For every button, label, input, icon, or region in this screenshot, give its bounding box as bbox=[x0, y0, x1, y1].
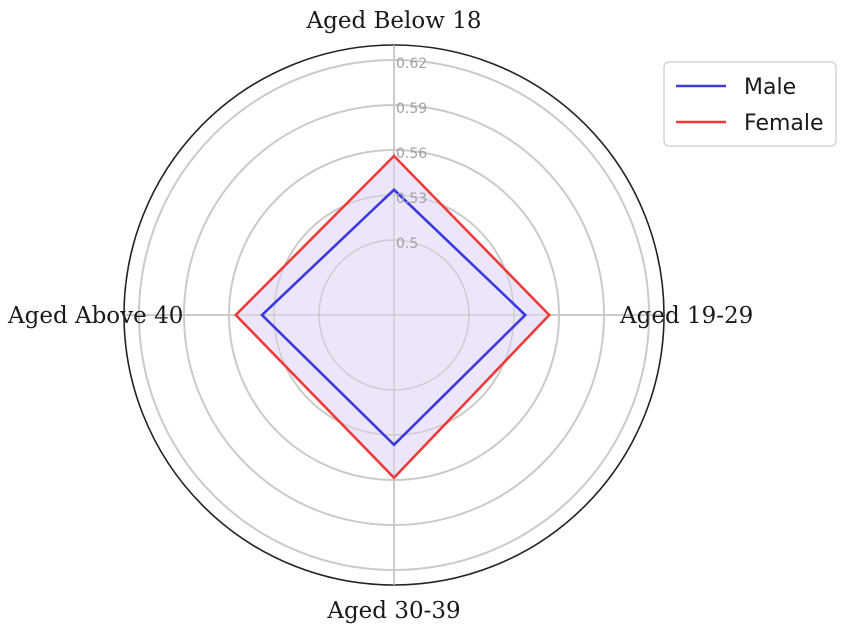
radial-tick-label: 0.56 bbox=[396, 146, 427, 162]
series-line-male bbox=[260, 187, 528, 447]
category-label: Aged Above 40 bbox=[7, 303, 183, 329]
legend-label-female: Female bbox=[744, 111, 824, 136]
category-label: Aged 30-39 bbox=[326, 598, 460, 624]
radial-tick-label: 0.53 bbox=[396, 191, 427, 207]
category-label: Aged Below 18 bbox=[306, 8, 482, 34]
legend-box bbox=[663, 61, 837, 147]
legend: Male Female bbox=[663, 61, 837, 147]
series-line-female bbox=[233, 154, 552, 480]
fill-area-polygon bbox=[235, 156, 550, 478]
series-lines bbox=[233, 154, 552, 480]
legend-label-male: Male bbox=[744, 75, 796, 100]
fill-area bbox=[124, 45, 664, 585]
category-label: Aged 19-29 bbox=[619, 303, 753, 329]
radial-tick-label: 0.59 bbox=[396, 101, 427, 117]
radial-tick-label: 0.62 bbox=[396, 56, 427, 72]
radial-tick-label: 0.5 bbox=[396, 236, 418, 252]
labels: 0.5 0.53 0.56 0.59 0.62 Aged Below 18 Aged 19-… bbox=[7, 8, 753, 624]
